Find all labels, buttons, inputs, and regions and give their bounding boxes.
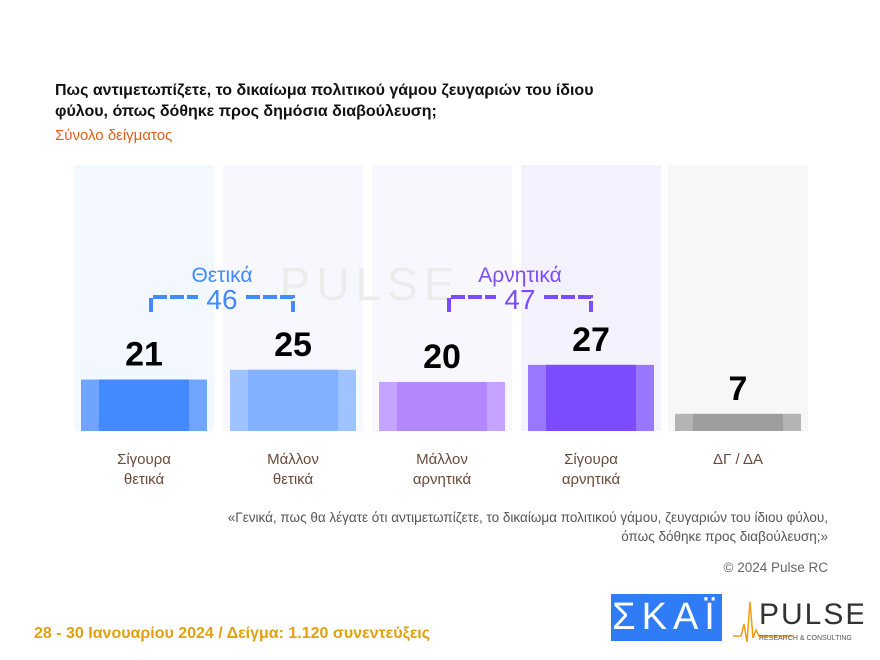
- group-total: 46: [206, 284, 237, 315]
- category-label-line: ΔΓ / ΔΑ: [713, 451, 763, 468]
- category-label-line: Σίγουρα: [564, 451, 618, 468]
- category-label-line: θετικά: [272, 471, 314, 488]
- data-label: 20: [423, 338, 461, 376]
- group-label: Αρνητικά: [478, 264, 561, 287]
- group-label: Θετικά: [191, 264, 252, 287]
- group-total: 47: [504, 284, 535, 315]
- page-title: Πως αντιμετωπίζετε, το δικαίωμα πολιτικο…: [55, 82, 594, 120]
- category-label: Μάλλον θετικά: [223, 450, 363, 490]
- watermark-logo: PULSE: [280, 258, 461, 310]
- skai-logo: ΣΚΑΪ: [611, 594, 722, 641]
- category-label-line: Μάλλον: [267, 451, 319, 468]
- category-label-line: θετικά: [123, 471, 165, 488]
- bar-core: [546, 364, 636, 431]
- data-label: 21: [125, 336, 163, 374]
- bar-core: [397, 382, 487, 431]
- category-label: Μάλλον αρνητικά: [372, 450, 512, 490]
- category-label-line: Σίγουρα: [117, 451, 171, 468]
- copyright: © 2024 Pulse RC: [723, 560, 829, 575]
- bar-core: [99, 379, 189, 431]
- note-line: «Γενικά, πως θα λέγατε ότι αντιμετωπίζετ…: [227, 510, 828, 525]
- category-label: Σίγουρα αρνητικά: [521, 450, 661, 490]
- category-label-line: αρνητικά: [561, 471, 621, 488]
- footer-sample-info: 28 - 30 Ιανουαρίου 2024 / Δείγμα: 1.120 …: [34, 625, 431, 642]
- category-label-line: αρνητικά: [412, 471, 472, 488]
- bar-core: [693, 413, 783, 431]
- data-label: 25: [274, 326, 312, 364]
- note-line: όπως δόθηκε προς διαβούλευση;»: [621, 529, 828, 544]
- column-background: [668, 165, 808, 431]
- data-label: 7: [729, 370, 748, 408]
- category-label-line: Μάλλον: [416, 451, 468, 468]
- data-label: 27: [572, 321, 610, 359]
- bar-core: [248, 369, 338, 431]
- svg-text:RESEARCH & CONSULTING: RESEARCH & CONSULTING: [759, 635, 852, 642]
- category-label: ΔΓ / ΔΑ: [668, 450, 808, 470]
- category-label: Σίγουρα θετικά: [74, 450, 214, 490]
- pulse-logo: PULSE RESEARCH & CONSULTING: [733, 598, 863, 642]
- question-note: «Γενικά, πως θα λέγατε ότι αντιμετωπίζετ…: [228, 508, 828, 546]
- subtitle: Σύνολο δείγματος: [55, 127, 173, 144]
- group-bracket: [447, 295, 593, 312]
- group-bracket: [149, 295, 295, 312]
- svg-text:PULSE: PULSE: [759, 598, 863, 631]
